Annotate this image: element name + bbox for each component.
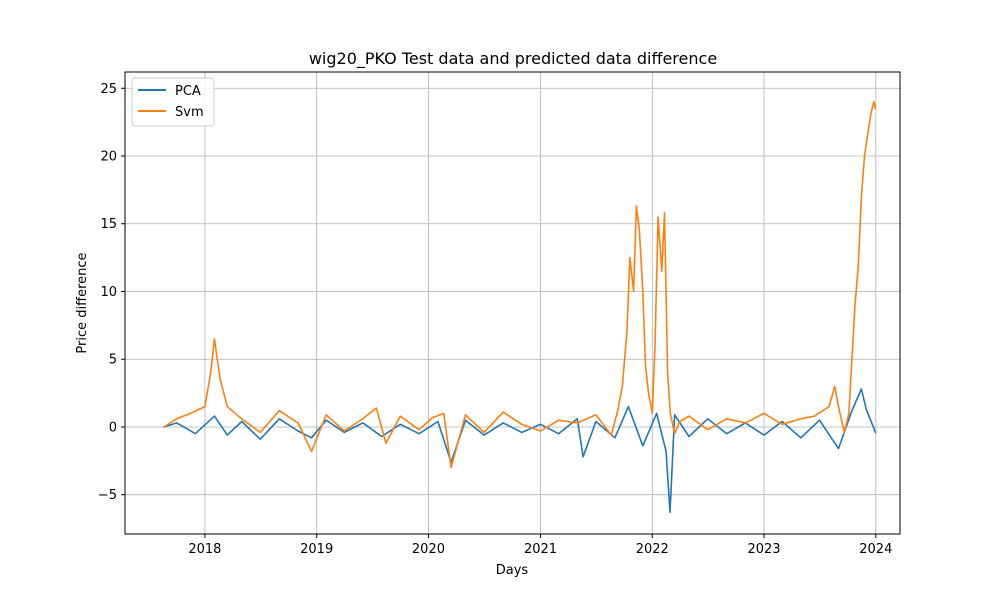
chart-title: wig20_PKO Test data and predicted data d… [309,49,717,69]
x-tick-label: 2018 [188,542,221,557]
legend-label-svm: Svm [175,105,204,120]
y-tick-label: 5 [109,353,117,368]
x-tick-label: 2021 [524,542,557,557]
series-line-svm [163,101,877,469]
legend: PCA Svm [131,77,215,127]
series-line-pca [163,388,877,514]
y-tick-label: 25 [100,82,117,97]
plot-frame [124,71,901,535]
y-tick-label: −5 [98,488,117,503]
y-axis-ticks: −5 0 5 10 15 20 25 [98,82,125,503]
x-tick-label: 2019 [300,542,333,557]
y-tick-label: 10 [100,285,117,300]
x-tick-label: 2022 [636,542,669,557]
y-tick-label: 0 [109,420,117,435]
y-tick-label: 20 [100,150,117,165]
x-axis-label: Days [496,563,529,578]
y-tick-label: 15 [100,217,117,232]
x-axis-ticks: 2018 2019 2020 2021 2022 2023 2024 [188,534,892,557]
x-tick-label: 2023 [747,542,780,557]
y-axis-label: Price difference [75,252,90,353]
series-lines [163,101,877,514]
legend-label-pca: PCA [175,84,201,99]
x-tick-label: 2024 [859,542,892,557]
x-tick-label: 2020 [412,542,445,557]
